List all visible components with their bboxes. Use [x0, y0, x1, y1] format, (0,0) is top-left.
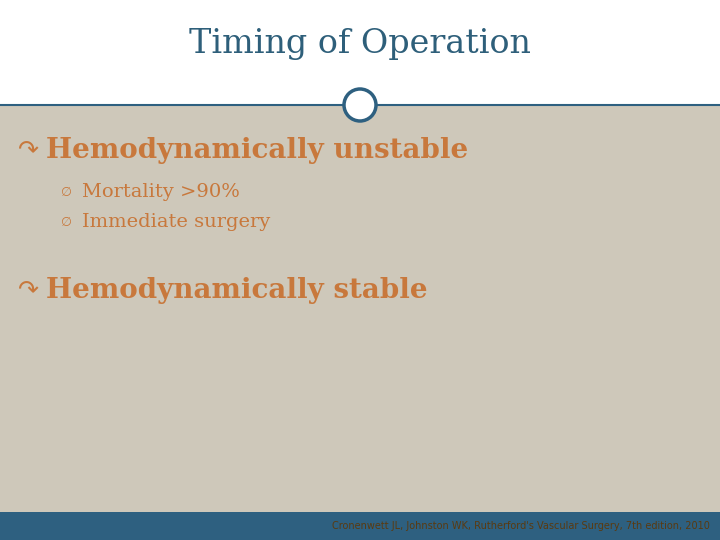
- Text: Mortality >90%: Mortality >90%: [82, 183, 240, 201]
- Text: ∅: ∅: [60, 215, 71, 228]
- Text: ∅: ∅: [60, 186, 71, 199]
- Text: Timing of Operation: Timing of Operation: [189, 29, 531, 60]
- Text: Immediate surgery: Immediate surgery: [82, 213, 270, 231]
- Text: Hemodynamically unstable: Hemodynamically unstable: [46, 137, 468, 164]
- Text: Cronenwett JL, Johnston WK, Rutherford's Vascular Surgery, 7th edition, 2010: Cronenwett JL, Johnston WK, Rutherford's…: [332, 521, 710, 531]
- FancyBboxPatch shape: [0, 105, 720, 512]
- FancyBboxPatch shape: [0, 0, 720, 105]
- Text: Hemodynamically stable: Hemodynamically stable: [46, 276, 428, 303]
- Text: ↷: ↷: [18, 138, 39, 162]
- Text: ↷: ↷: [18, 278, 39, 302]
- Circle shape: [344, 89, 376, 121]
- FancyBboxPatch shape: [0, 512, 720, 540]
